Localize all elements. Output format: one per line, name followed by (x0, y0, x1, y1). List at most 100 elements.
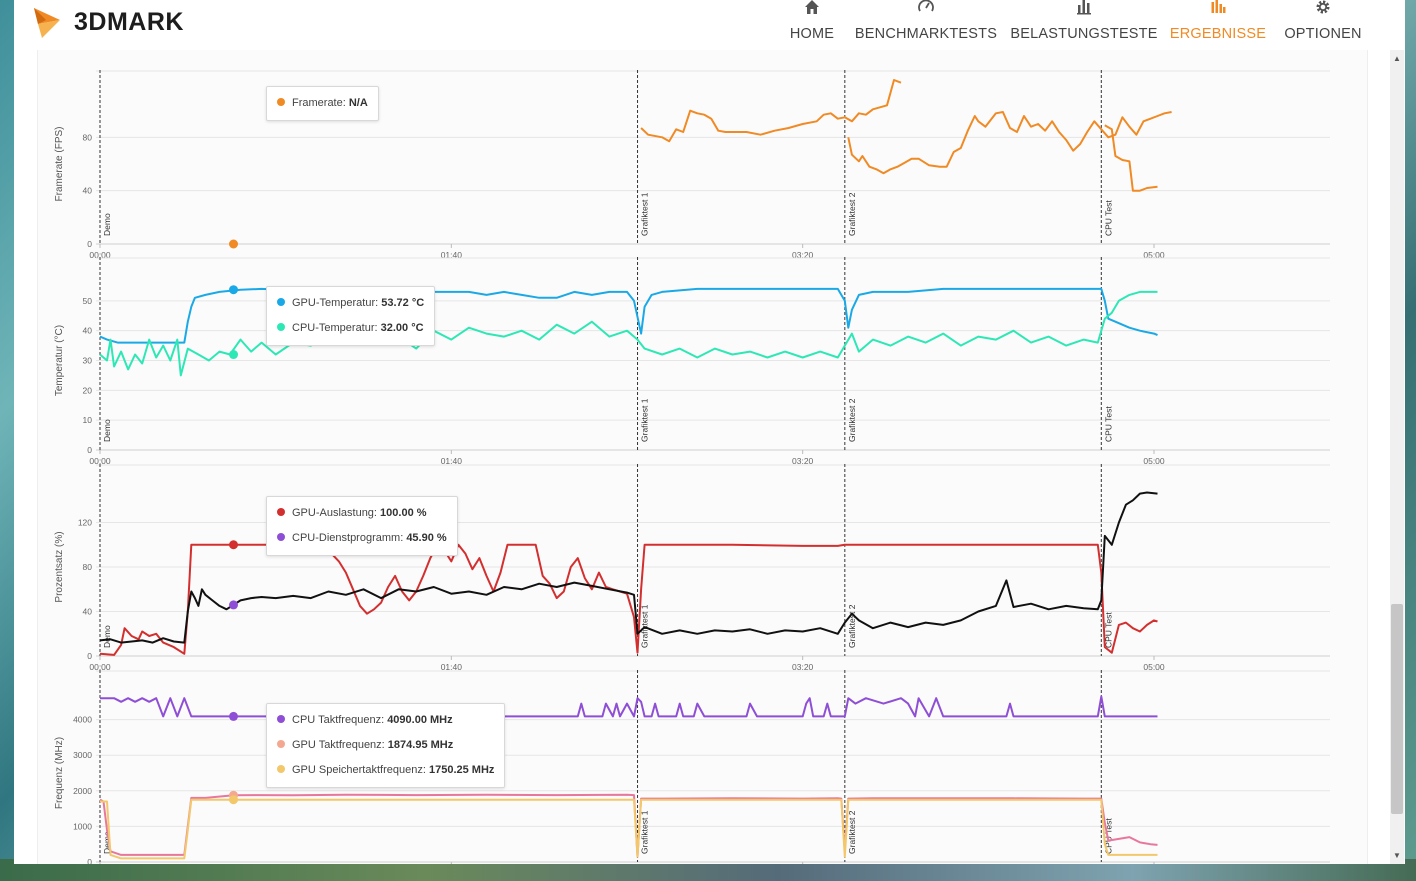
brand-name: 3DMARK (74, 7, 184, 36)
legend-dot-icon (277, 533, 285, 542)
y-tick-label: 0 (87, 445, 92, 455)
legend-dot-icon (277, 298, 285, 307)
section-marker-label: Grafiktest 2 (847, 604, 857, 648)
cursor-dot (229, 350, 239, 360)
desktop-wallpaper (0, 859, 1416, 881)
x-tick-label: 05:00 (1143, 662, 1165, 672)
x-tick-label: 03:20 (792, 662, 814, 672)
nav-belastungsteste[interactable]: BELASTUNGSTESTE (1010, 0, 1157, 48)
section-marker-label: CPU Test (1103, 200, 1113, 236)
scroll-down-arrow-icon[interactable]: ▼ (1393, 851, 1401, 860)
x-tick-label: 01:40 (441, 250, 463, 260)
y-tick-label: 120 (78, 518, 92, 528)
series-line-gpu-taktfrequenz (99, 793, 1158, 858)
y-tick-label: 2000 (73, 786, 92, 796)
tooltip-value: 1750.25 MHz (428, 764, 495, 776)
nav-home[interactable]: HOME (752, 0, 872, 48)
y-tick-label: 50 (83, 296, 93, 306)
tooltip-row: GPU-Auslastung: 100.00 % (277, 501, 447, 526)
section-marker-label: Grafiktest 2 (847, 398, 857, 442)
y-axis-label: Temperatur (°C) (54, 325, 65, 396)
x-tick-label: 00:00 (89, 456, 111, 466)
tooltip-label: CPU-Temperatur: (292, 322, 381, 334)
y-tick-label: 30 (83, 356, 93, 366)
tooltip-temperature: GPU-Temperatur: 53.72 °C CPU-Temperatur: … (266, 286, 436, 346)
chart-panel-1[interactable]: 0 40 80 00:00 01:40 03:20 05:00 Framerate (FPS)… (54, 70, 1330, 260)
tooltip-row: CPU-Temperatur: 32.00 °C (277, 316, 424, 341)
chart-panel-3[interactable]: 0 40 80 120 00:00 01:40 03:20 05:00 Prozentsatz … (54, 464, 1330, 672)
cursor-dot (229, 795, 239, 805)
home-icon (803, 0, 821, 21)
results-monitoring-panel: 0 40 80 00:00 01:40 03:20 05:00 Framerate (FPS)… (37, 50, 1368, 864)
section-marker-label: Grafiktest 2 (847, 192, 857, 236)
series-line-cpu-taktfrequenz (100, 695, 1158, 718)
section-marker-label: Grafiktest 1 (640, 810, 650, 854)
legend-dot-icon (277, 765, 285, 774)
tooltip-label: CPU-Dienstprogramm: (292, 532, 407, 544)
section-marker-label: Demo (102, 419, 112, 442)
series-line-gpu-speichertaktfrequenz (100, 798, 1158, 860)
app-window: 3DMARK HOME BENCHMARKTESTS BELASTUNGSTESTE… (14, 0, 1405, 864)
legend-dot-icon (277, 740, 285, 749)
y-tick-label: 0 (87, 651, 92, 661)
series-line-cpu-temperatur (99, 290, 1158, 377)
section-marker-label: Demo (102, 625, 112, 648)
tooltip-value: 1874.95 MHz (387, 739, 454, 751)
y-tick-label: 3000 (73, 750, 92, 760)
x-tick-label: 05:00 (1143, 250, 1165, 260)
y-tick-label: 80 (83, 562, 93, 572)
nav-label: HOME (789, 26, 835, 42)
monitoring-charts[interactable]: 0 40 80 00:00 01:40 03:20 05:00 Framerate (FPS)… (38, 50, 1367, 864)
section-marker-label: Grafiktest 1 (640, 192, 650, 236)
series-line-framerate (1104, 124, 1158, 192)
y-tick-label: 4000 (73, 715, 92, 725)
cursor-dot (229, 285, 239, 295)
section-marker-label: Grafiktest 1 (640, 398, 650, 442)
cursor-dot (229, 239, 239, 249)
results-bars-icon (1209, 0, 1227, 21)
chart-panel-2[interactable]: 0 10 20 30 40 50 00:00 01:40 03:20 05:00 Temperatu… (54, 257, 1330, 466)
scroll-up-arrow-icon[interactable]: ▲ (1393, 54, 1401, 63)
tooltip-label: GPU Taktfrequenz: (292, 739, 388, 751)
legend-dot-icon (277, 508, 285, 517)
tooltip-label: CPU Taktfrequenz: (292, 714, 388, 726)
main-nav: HOME BENCHMARKTESTS BELASTUNGSTESTE ERGEBNI… (765, 0, 1405, 50)
section-marker-label: Demo (102, 213, 112, 236)
speedometer-icon (917, 0, 935, 21)
logo: 3DMARK (32, 2, 184, 42)
series-line-framerate (847, 111, 1172, 175)
y-tick-label: 10 (83, 415, 93, 425)
x-tick-label: 00:00 (89, 662, 111, 672)
y-tick-label: 40 (83, 186, 93, 196)
nav-optionen[interactable]: OPTIONEN (1263, 0, 1383, 48)
chart-panel-4[interactable]: 0100020003000400000:0001:4003:2005:00Fre… (54, 670, 1330, 864)
x-tick-label: 03:20 (792, 456, 814, 466)
gear-icon (1314, 0, 1332, 21)
legend-dot-icon (277, 323, 285, 332)
3dmark-logo-icon (34, 8, 60, 38)
nav-label: OPTIONEN (1284, 26, 1362, 42)
y-axis-label: Prozentsatz (%) (54, 531, 65, 602)
y-tick-label: 1000 (73, 821, 92, 831)
header: 3DMARK HOME BENCHMARKTESTS BELASTUNGSTESTE… (14, 0, 1405, 50)
tooltip-label: GPU Speichertaktfrequenz: (292, 764, 429, 776)
series-line-gpu-temperatur (99, 287, 1158, 344)
tooltip-value: 53.72 °C (381, 297, 425, 309)
series-line-cpu-dienstprogramm (99, 491, 1158, 644)
y-tick-label: 40 (83, 326, 93, 336)
nav-ergebnisse[interactable]: ERGEBNISSE (1158, 0, 1278, 48)
tooltip-label: GPU-Auslastung: (292, 507, 381, 519)
nav-benchmarktests[interactable]: BENCHMARKTESTS (855, 0, 997, 48)
tooltip-frequency: CPU Taktfrequenz: 4090.00 MHz GPU Taktfre… (266, 703, 506, 788)
tooltip-usage: GPU-Auslastung: 100.00 % CPU-Dienstprogra… (266, 496, 458, 556)
legend-dot-icon (277, 715, 285, 724)
tooltip-row: GPU Speichertaktfrequenz: 1750.25 MHz (277, 758, 494, 783)
scrollbar-thumb[interactable] (1391, 604, 1403, 814)
y-tick-label: 20 (83, 385, 93, 395)
nav-label: BENCHMARKTESTS (854, 26, 998, 42)
x-tick-label: 03:20 (792, 250, 814, 260)
section-marker-label: CPU Test (1103, 612, 1113, 648)
x-tick-label: 05:00 (1143, 456, 1165, 466)
nav-label: ERGEBNISSE (1169, 26, 1267, 42)
y-axis-label: Framerate (FPS) (54, 126, 65, 201)
